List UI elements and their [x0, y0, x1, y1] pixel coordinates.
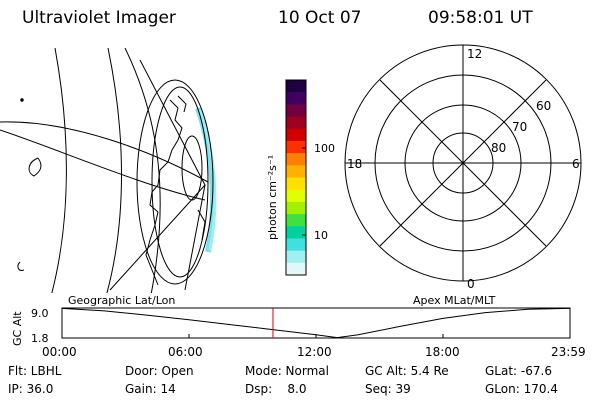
time-label: 09:58:01 UT	[428, 8, 533, 28]
aurora-glow	[195, 107, 216, 253]
lat-80-label: 80	[491, 141, 506, 155]
colorbar-swatch	[286, 226, 306, 239]
gain-info: Gain: 14	[125, 382, 176, 396]
lat-70-label: 70	[512, 120, 527, 134]
mlt-18-label: 18	[347, 157, 362, 171]
colorbar-swatch	[286, 153, 306, 166]
polar-plot	[344, 44, 582, 282]
mlt-12-label: 12	[467, 47, 482, 61]
date-label: 10 Oct 07	[278, 8, 362, 28]
colorbar-unit-label: photon cm⁻²s⁻¹	[266, 155, 279, 240]
meridian-arc	[51, 48, 67, 293]
colorbar-swatch	[286, 104, 306, 118]
altitude-ymax: 9.0	[31, 307, 49, 320]
colorbar-swatch	[286, 189, 306, 203]
xtick-1800: 18:00	[425, 345, 460, 359]
door-info: Door: Open	[125, 364, 194, 378]
instrument-title: Ultraviolet Imager	[22, 8, 176, 28]
colorbar-swatch	[286, 177, 306, 191]
colorbar-tick-100: 100	[314, 142, 335, 155]
altitude-x-ticks	[61, 334, 571, 338]
altitude-axis-label: GC Alt	[11, 311, 24, 346]
altitude-ymin: 1.8	[31, 332, 49, 345]
seq-info: Seq: 39	[365, 382, 411, 396]
colorbar-tick-10: 10	[314, 229, 328, 242]
gc-alt-info: GC Alt: 5.4 Re	[365, 364, 449, 378]
glon-info: GLon: 170.4	[485, 382, 558, 396]
earth-limb	[136, 79, 214, 285]
glat-info: GLat: -67.6	[485, 364, 552, 378]
colorbar-swatch	[286, 262, 306, 276]
colorbar-swatch	[286, 250, 306, 264]
polar-diagonal-2	[379, 79, 547, 247]
lat-60-label: 60	[536, 99, 551, 113]
xtick-1200: 12:00	[297, 345, 332, 359]
dsp-info: Dsp: 8.0	[245, 382, 307, 396]
apex-label: Apex MLat/MLT	[413, 294, 496, 307]
altitude-frame	[61, 307, 571, 339]
geographic-map	[0, 48, 217, 293]
feature-left	[28, 157, 42, 177]
geographic-label: Geographic Lat/Lon	[68, 294, 175, 307]
colorbar-swatch	[286, 140, 306, 154]
mode-info: Mode: Normal	[245, 364, 329, 378]
xtick-2359: 23:59	[551, 345, 586, 359]
colorbar-swatch	[286, 238, 306, 252]
xtick-0600: 06:00	[168, 345, 203, 359]
altitude-curve	[61, 307, 570, 339]
altitude-plot	[61, 307, 571, 339]
colorbar-swatch	[286, 116, 306, 130]
colorbar-swatch	[286, 214, 306, 227]
mlt-0-label: 0	[467, 277, 475, 291]
xtick-0000: 00:00	[42, 345, 77, 359]
colorbar	[285, 79, 307, 276]
mlt-6-label: 6	[572, 157, 580, 171]
colorbar-frame	[285, 79, 307, 276]
colorbar-swatch	[286, 201, 306, 215]
colorbar-swatch	[286, 92, 306, 105]
coastline	[145, 99, 183, 286]
filter-info: Flt: LBHL	[8, 364, 62, 378]
colorbar-swatch	[286, 165, 306, 178]
ip-info: IP: 36.0	[8, 382, 54, 396]
colorbar-swatch	[286, 80, 306, 93]
colorbar-swatch	[286, 128, 306, 142]
